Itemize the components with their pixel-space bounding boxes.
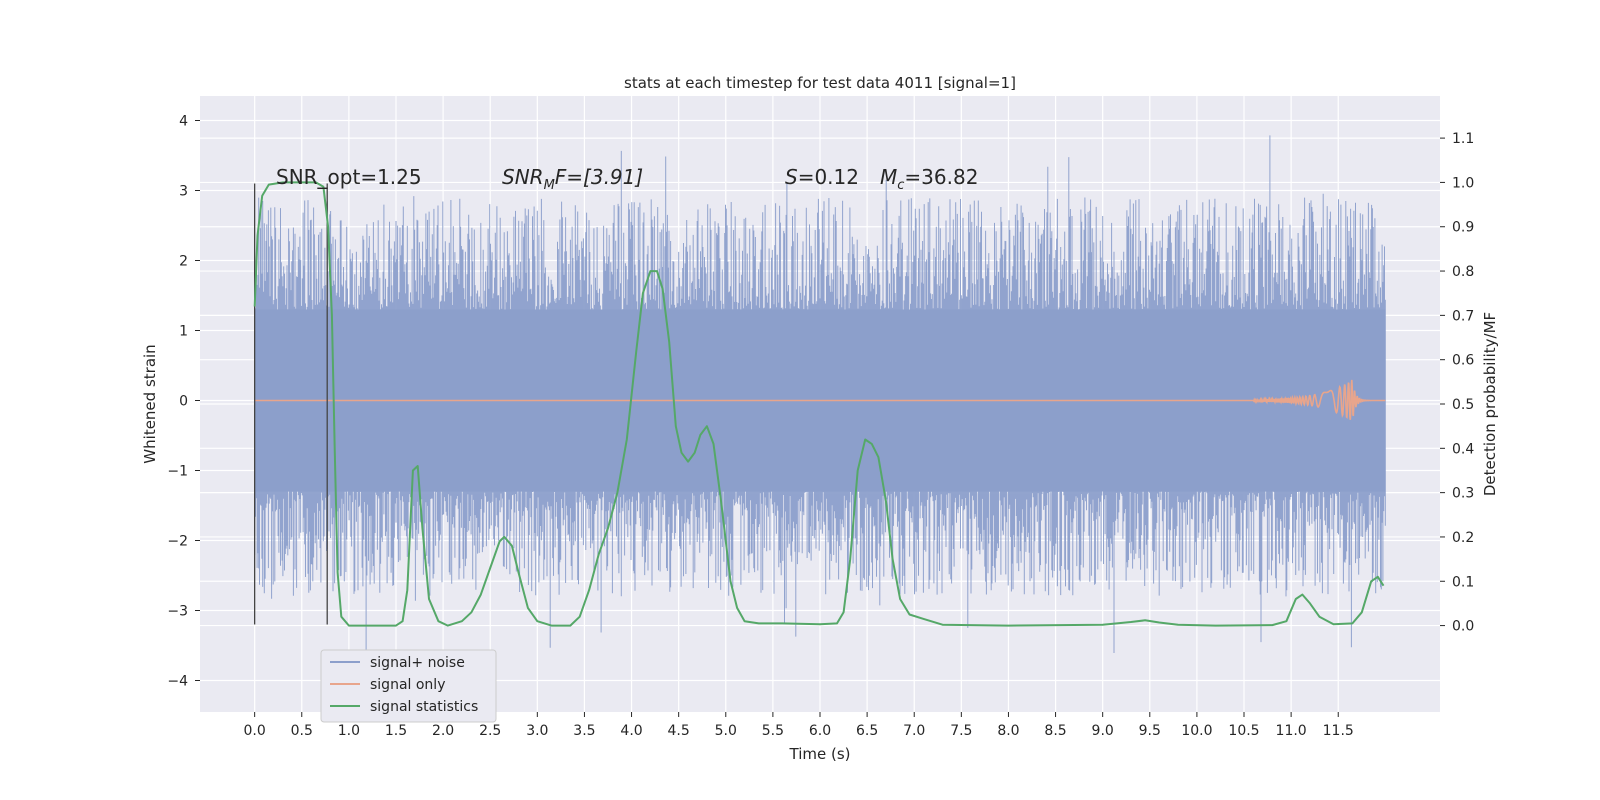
x-axis-ticks: 0.0 0.5 1.0 1.5 2.0 2.5 3.0 3.5 4.0 4.5 5.0 5.5 6.0 6… <box>244 712 1354 739</box>
x-tick-label: 6.5 <box>856 723 878 739</box>
x-tick-label: 9.5 <box>1139 723 1161 739</box>
left-tick-label: −3 <box>167 604 188 620</box>
annotation-s-symbol: S <box>785 165 798 189</box>
right-tick-label: 0.6 <box>1452 353 1474 369</box>
right-tick-label: 0.5 <box>1452 397 1474 413</box>
annotation-mc-symbol: M <box>880 165 897 189</box>
right-tick-label: 0.9 <box>1452 220 1474 236</box>
x-tick-label: 4.0 <box>620 723 642 739</box>
x-tick-label: 9.0 <box>1092 723 1114 739</box>
right-tick-label: 0.2 <box>1452 530 1474 546</box>
left-tick-label: 1 <box>179 324 188 340</box>
annotation-snr-opt: SNR_opt=1.25 <box>276 165 422 189</box>
x-tick-label: 3.0 <box>526 723 548 739</box>
signal-statistics-series <box>253 181 1385 627</box>
right-tick-label: 0.7 <box>1452 308 1474 324</box>
x-tick-label: 1.5 <box>385 723 407 739</box>
right-tick-label: 1.1 <box>1452 131 1474 147</box>
x-tick-label: 8.5 <box>1044 723 1066 739</box>
annotation-snr-mf-symbol: SNR <box>502 165 544 189</box>
right-axis-title: Detection probability/MF <box>1481 312 1499 496</box>
annotation-s-value: =0.12 <box>798 165 859 189</box>
x-tick-label: 6.0 <box>809 723 831 739</box>
annotation-mc-value: =36.82 <box>904 165 978 189</box>
annotation-snr-mf: SNRMF=[3.91] <box>502 165 643 193</box>
left-axis-title: Whitened strain <box>141 344 159 463</box>
x-tick-label: 5.5 <box>762 723 784 739</box>
signal-only-series <box>254 379 1386 420</box>
right-axis-ticks: 0.0 0.1 0.2 0.3 0.4 0.5 0.6 0.7 0.8 0.9 1.0 1.1 <box>1440 131 1474 635</box>
signal-only-trace <box>254 379 1386 420</box>
legend: signal+ noise signal only signal statist… <box>320 649 497 723</box>
left-tick-label: −4 <box>167 674 188 690</box>
right-tick-label: 0.4 <box>1452 441 1474 457</box>
x-tick-label: 7.0 <box>903 723 925 739</box>
right-tick-label: 0.1 <box>1452 574 1474 590</box>
x-tick-label: 0.5 <box>291 723 313 739</box>
x-tick-label: 10.0 <box>1181 723 1212 739</box>
x-tick-label: 4.5 <box>668 723 690 739</box>
left-tick-label: −2 <box>167 534 188 550</box>
x-tick-label: 2.0 <box>432 723 454 739</box>
x-axis-title: Time (s) <box>789 745 851 763</box>
legend-label-signal-noise: signal+ noise <box>370 655 465 671</box>
annotation-mc: Mc=36.82 <box>880 165 978 193</box>
signal-statistics-trace <box>253 181 1385 627</box>
x-tick-label: 3.5 <box>573 723 595 739</box>
x-tick-label: 7.5 <box>950 723 972 739</box>
annotation-snr-mf-value: F=[3.91] <box>555 165 643 189</box>
right-tick-label: 1.0 <box>1452 175 1474 191</box>
annotation-s: S=0.12 <box>785 165 859 189</box>
legend-label-signal-statistics: signal statistics <box>370 699 478 715</box>
left-axis-ticks: −4 −3 −2 −1 0 1 2 3 4 <box>167 114 200 690</box>
right-tick-label: 0.0 <box>1452 619 1474 635</box>
x-tick-label: 8.0 <box>997 723 1019 739</box>
left-tick-label: 0 <box>179 394 188 410</box>
x-tick-label: 11.0 <box>1276 723 1307 739</box>
right-tick-label: 0.8 <box>1452 264 1474 280</box>
x-tick-label: 11.5 <box>1323 723 1354 739</box>
x-tick-label: 5.0 <box>715 723 737 739</box>
left-tick-label: 2 <box>179 254 188 270</box>
x-tick-label: 1.0 <box>338 723 360 739</box>
chart-title: stats at each timestep for test data 401… <box>624 74 1016 92</box>
legend-frame <box>320 649 497 723</box>
right-tick-label: 0.3 <box>1452 486 1474 502</box>
annotation-snr-mf-sub: M <box>544 178 555 193</box>
left-tick-label: −1 <box>167 464 188 480</box>
x-tick-label: 10.5 <box>1228 723 1259 739</box>
left-tick-label: 3 <box>179 184 188 200</box>
annotation-mc-sub: c <box>897 178 904 193</box>
left-tick-label: 4 <box>179 114 188 130</box>
legend-label-signal-only: signal only <box>370 677 445 693</box>
x-tick-label: 0.0 <box>244 723 266 739</box>
time-markers <box>254 183 328 625</box>
x-tick-label: 2.5 <box>479 723 501 739</box>
